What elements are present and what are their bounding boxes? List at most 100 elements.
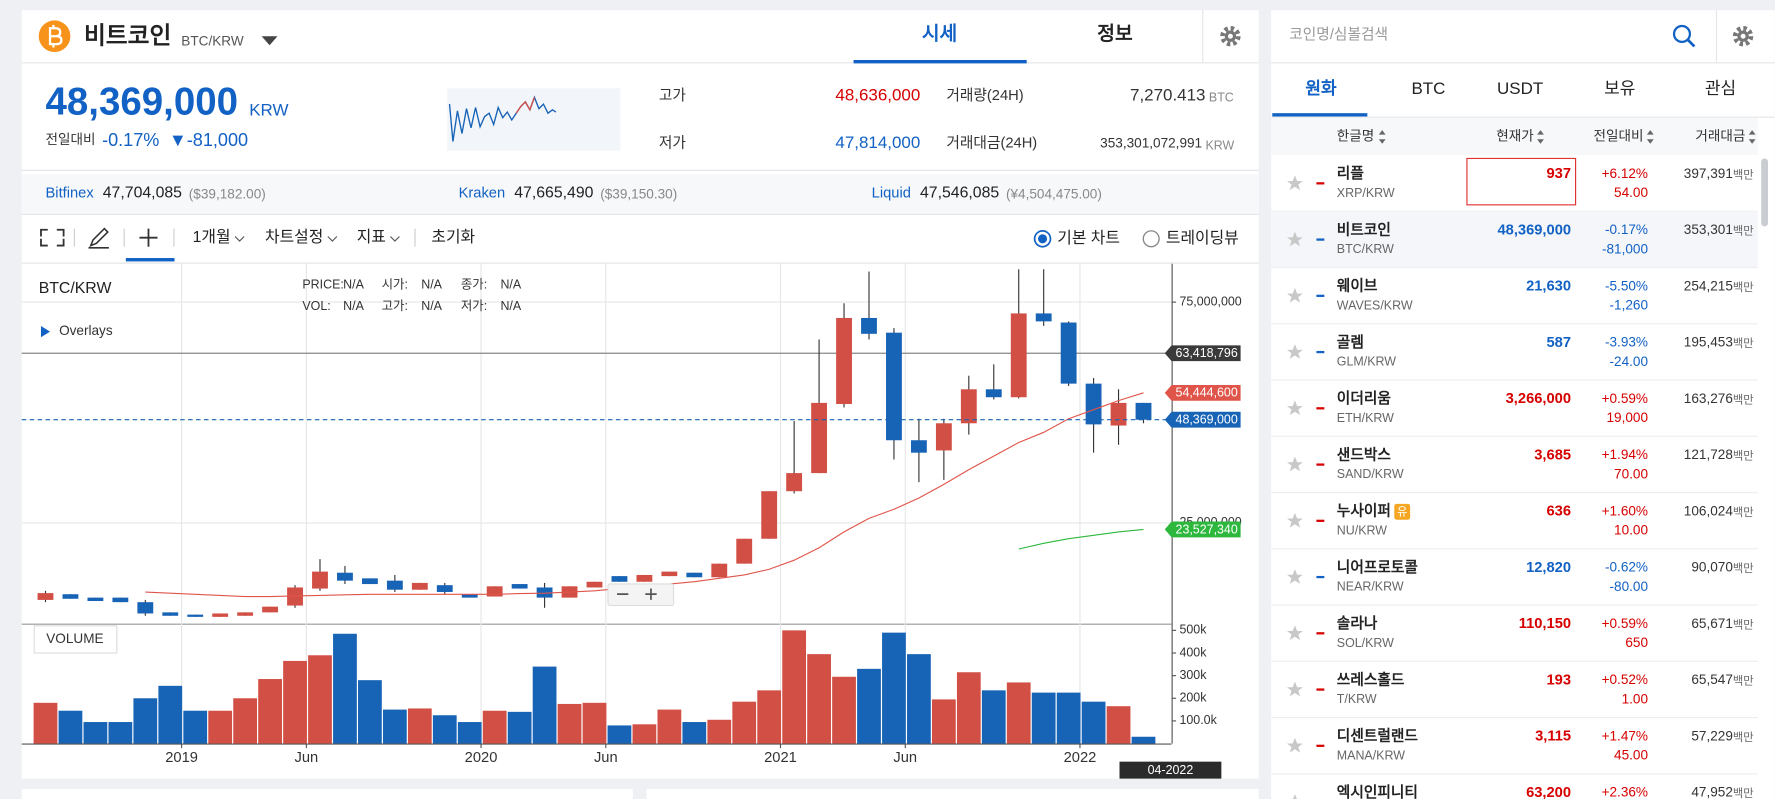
coin-name[interactable]: 골렘: [1337, 333, 1364, 351]
coin-name[interactable]: 솔라나: [1337, 615, 1378, 632]
coin-badge: 유: [1397, 505, 1407, 518]
radio[interactable]: [1142, 230, 1160, 248]
coin-change-amount: 10.00: [1614, 523, 1648, 538]
sort-icon: [1378, 130, 1386, 144]
sparkline: [515, 97, 536, 114]
market-tab[interactable]: 보유: [1604, 79, 1635, 98]
exchange-name[interactable]: Kraken: [459, 185, 506, 201]
coin-name[interactable]: 누사이퍼: [1337, 503, 1391, 520]
volume-bar: [358, 680, 382, 744]
candle-body: [386, 580, 403, 590]
volume-bar: [757, 690, 782, 744]
coin-name[interactable]: 웨이브: [1337, 277, 1378, 295]
stat-value: 7,270.413: [1130, 86, 1206, 105]
column-header[interactable]: 한글명: [1337, 129, 1374, 144]
overlays-arrow[interactable]: [40, 325, 51, 338]
candle-body: [1060, 322, 1077, 384]
coin-name[interactable]: 디센트럴랜드: [1337, 728, 1419, 745]
coin-change-amount: -1,260: [1610, 298, 1649, 313]
chart-mode[interactable]: 기본 차트: [1057, 229, 1120, 247]
exchange-name[interactable]: Liquid: [872, 185, 911, 201]
zoom-buttons[interactable]: [617, 588, 657, 600]
coin-change-amount: 1.00: [1622, 691, 1649, 706]
radio[interactable]: [1033, 230, 1052, 248]
volume-bar: [58, 710, 83, 744]
volume-bar: [432, 715, 457, 744]
coin-volume: 353,301: [1684, 222, 1733, 237]
search-icon[interactable]: [1672, 24, 1692, 44]
x-tick-label: 2019: [165, 750, 198, 766]
exchange-price: 47,704,085: [103, 185, 182, 202]
coin-name[interactable]: 이더리움: [1337, 390, 1392, 407]
settings-icon[interactable]: [1732, 26, 1754, 47]
settings-icon[interactable]: [1220, 26, 1241, 47]
coin-name[interactable]: 엑시인피니티: [1337, 783, 1418, 799]
volume-bar: [1081, 701, 1106, 744]
main-tab[interactable]: 정보: [1097, 23, 1133, 45]
volume-bar: [532, 666, 557, 744]
market-tab[interactable]: BTC: [1411, 79, 1445, 98]
favorite-star[interactable]: [1287, 344, 1303, 359]
volume-bar: [981, 690, 1006, 744]
favorite-star[interactable]: [1287, 681, 1303, 697]
volume-bar: [582, 702, 607, 744]
market-tab[interactable]: 관심: [1705, 79, 1736, 98]
coin-symbol: ETH/KRW: [1337, 411, 1394, 425]
fullscreen-icon[interactable]: [40, 228, 65, 247]
main-tab[interactable]: 시세: [922, 23, 957, 45]
sort-icon: [1646, 130, 1654, 144]
crosshair-icon[interactable]: [139, 228, 158, 247]
coin-name[interactable]: 리플: [1337, 165, 1365, 182]
coin-change-amount: -24.00: [1610, 354, 1649, 369]
favorite-star[interactable]: [1287, 512, 1303, 528]
sort-icon: [1748, 130, 1756, 144]
draw-icon[interactable]: [88, 227, 109, 249]
coin-price: 193: [1547, 672, 1572, 688]
favorite-star[interactable]: [1287, 737, 1303, 753]
column-header[interactable]: 거래대금: [1695, 129, 1745, 144]
coin-symbol: NEAR/KRW: [1337, 580, 1404, 594]
gear: [1732, 26, 1754, 47]
favorite-star[interactable]: [1287, 400, 1303, 416]
candle-body: [910, 440, 927, 453]
favorite-star[interactable]: [1287, 569, 1303, 584]
coin-name[interactable]: 쓰레스홀드: [1337, 670, 1405, 688]
market-tab[interactable]: USDT: [1497, 79, 1543, 98]
coin-name[interactable]: 니어프로토콜: [1337, 559, 1419, 576]
volume-bar: [1006, 682, 1031, 744]
favorite-star[interactable]: [1287, 794, 1303, 799]
info-text: N/A: [343, 299, 364, 313]
candle-body: [935, 423, 952, 451]
gear: [1227, 33, 1233, 39]
coin-name[interactable]: 비트코인: [1337, 220, 1391, 238]
scrollbar[interactable]: [1761, 158, 1768, 227]
toolbar-menu[interactable]: 1개월: [193, 228, 231, 246]
favorite-star[interactable]: [1287, 625, 1303, 641]
favorite-star[interactable]: [1287, 287, 1303, 303]
candle-body: [661, 571, 678, 577]
column-header[interactable]: 현재가: [1496, 129, 1534, 144]
overlays-toggle[interactable]: Overlays: [59, 323, 113, 338]
candle-body: [960, 389, 977, 424]
stat-label: 거래대금(24H): [946, 135, 1037, 152]
volume-unit: 백만: [1733, 168, 1754, 181]
search-input[interactable]: 코인명/심볼검색: [1289, 26, 1388, 43]
dropdown-arrow[interactable]: [261, 36, 278, 46]
toolbar-menu[interactable]: 차트설정: [265, 228, 323, 246]
candle-body: [836, 317, 852, 405]
coin-name[interactable]: 샌드박스: [1337, 446, 1392, 463]
toolbar-menu[interactable]: 지표: [357, 228, 386, 246]
column-header[interactable]: 전일대비: [1594, 129, 1644, 144]
toolbar-reset[interactable]: 초기화: [431, 228, 475, 246]
coin-name: 비트코인: [84, 23, 171, 50]
exchange-name[interactable]: Bitfinex: [45, 185, 94, 201]
gear: [1740, 33, 1746, 39]
market-tab[interactable]: 원화: [1305, 79, 1337, 98]
coin-change-rate: +6.12%: [1602, 166, 1648, 181]
favorite-star[interactable]: [1287, 231, 1303, 247]
favorite-star[interactable]: [1287, 175, 1303, 191]
chart-mode[interactable]: 트레이딩뷰: [1166, 229, 1239, 247]
volume-bar: [857, 668, 881, 744]
favorite-star[interactable]: [1287, 456, 1303, 472]
x-tick-label: Jun: [594, 750, 618, 766]
